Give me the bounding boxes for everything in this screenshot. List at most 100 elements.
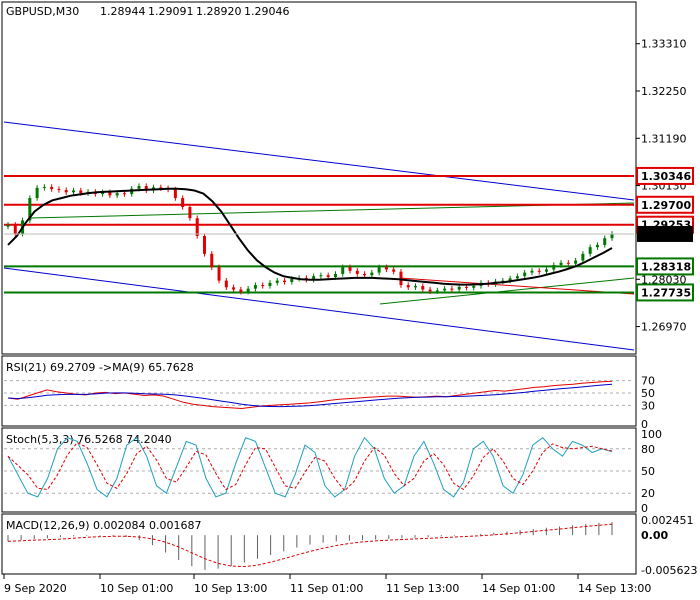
- lower-green-trend-line: [379, 277, 635, 305]
- level-tag-box: [636, 195, 694, 214]
- level-tag-box: [636, 257, 694, 276]
- candle-body: [173, 189, 177, 199]
- macd-panel-frame: [1, 513, 637, 575]
- candle-body: [35, 187, 39, 199]
- candle-body: [355, 270, 359, 274]
- time-tick-label: 14 Sep 13:00: [578, 582, 651, 595]
- candle-body: [224, 280, 228, 288]
- time-axis: 9 Sep 2020 10 Sep 01:00 10 Sep 13:00 11 Sep…: [3, 574, 651, 595]
- price-tick-label: 1.32250: [641, 85, 687, 98]
- candle-body: [414, 285, 418, 288]
- upper-channel-line: [3, 121, 635, 201]
- time-tick-label: 11 Sep 13:00: [386, 582, 459, 595]
- candle-body: [108, 192, 112, 196]
- candle-body: [42, 186, 46, 188]
- candle-body: [64, 190, 68, 193]
- candle-body: [312, 276, 316, 280]
- current-price-label: 1.29046: [641, 228, 691, 241]
- time-tick-label: 10 Sep 01:00: [100, 582, 173, 595]
- candle-body: [421, 285, 425, 290]
- candle-body: [137, 186, 141, 189]
- candle-body: [595, 244, 599, 248]
- rsi-level-label: 50: [641, 387, 655, 400]
- candle-body: [581, 253, 585, 261]
- time-tick-label: 14 Sep 01:00: [482, 582, 555, 595]
- candle-body: [523, 272, 527, 277]
- candle-body: [399, 271, 403, 286]
- stoch-level-label: 0: [641, 502, 648, 515]
- candle-body: [253, 285, 257, 289]
- candle-body: [464, 286, 468, 288]
- price-tick-label: 1.31190: [641, 132, 687, 145]
- macd-level-label: -0.005623: [641, 564, 697, 577]
- level-tag-label: 1.28318: [641, 260, 691, 273]
- candle-body: [261, 285, 265, 287]
- time-tick-label: 10 Sep 13:00: [194, 582, 267, 595]
- rsi-panel-frame: [1, 355, 637, 427]
- candle-body: [181, 198, 185, 207]
- candle-body: [188, 207, 192, 219]
- ohlc-close: 1.29046: [244, 5, 290, 18]
- candle-body: [217, 267, 221, 281]
- candle-body: [363, 273, 367, 276]
- candle-body: [122, 193, 126, 195]
- rsi-ma-line: [7, 383, 613, 408]
- rsi-level-label: 0: [641, 418, 648, 431]
- level-tag-label: 1.30346: [641, 170, 691, 183]
- macd-level-label: 0.002451: [641, 514, 694, 527]
- trend-lines: [3, 121, 635, 351]
- candle-body: [603, 238, 607, 245]
- level-tag-box: [636, 166, 694, 185]
- candle-body: [275, 280, 279, 283]
- candle-body: [384, 267, 388, 270]
- candle-body: [392, 269, 396, 272]
- candle-body: [290, 278, 294, 282]
- macd-title: MACD(12,26,9) 0.002084 0.001687: [6, 519, 202, 532]
- stoch-level-label: 80: [641, 443, 655, 456]
- macd-indicator: 0.002451 0.00 -0.005623: [7, 514, 697, 577]
- candle-body: [348, 267, 352, 271]
- stoch-signal-line: [7, 441, 613, 492]
- macd-level-label: 0.00: [641, 529, 668, 542]
- candle-body: [530, 270, 534, 273]
- macd-signal-line: [7, 523, 613, 568]
- candle-body: [319, 275, 323, 277]
- symbol-info-line: GBPUSD,M30 1.28944 1.29091 1.28920 1.290…: [6, 5, 290, 18]
- stoch-level-label: 50: [641, 465, 655, 478]
- candle-body: [559, 262, 563, 265]
- candle-body: [610, 233, 614, 239]
- current-price: 1.29046: [4, 225, 693, 242]
- ohlc-low: 1.28920: [196, 5, 242, 18]
- candle-body: [377, 267, 381, 273]
- candle-body: [239, 289, 243, 292]
- stoch-main-line: [7, 436, 613, 498]
- candle-body: [552, 265, 556, 270]
- candle-body: [71, 190, 75, 193]
- candle-body: [28, 198, 32, 221]
- candle-body: [283, 280, 287, 282]
- price-panel-frame: [1, 1, 637, 355]
- candle-body: [79, 190, 83, 194]
- candle-body: [210, 253, 214, 268]
- candle-body: [144, 186, 148, 191]
- candle-body: [508, 278, 512, 281]
- lower-channel-line: [3, 267, 635, 351]
- candle-body: [472, 285, 476, 288]
- candle-body: [515, 276, 519, 279]
- stoch-level-label: 100: [641, 428, 662, 441]
- ohlc-high: 1.29091: [148, 5, 194, 18]
- candle-body: [326, 275, 330, 278]
- candle-body: [101, 192, 105, 195]
- symbol-name: GBPUSD,M30: [6, 5, 79, 18]
- candle-body: [457, 286, 461, 290]
- level-tag-label: 1.29700: [641, 199, 691, 212]
- candle-body: [406, 285, 410, 288]
- candle-body: [50, 186, 54, 190]
- price-tick-label: 1.28030: [641, 273, 687, 286]
- candle-body: [435, 290, 439, 292]
- candle-body: [501, 280, 505, 282]
- stoch-level-label: 20: [641, 487, 655, 500]
- candle-body: [13, 224, 17, 234]
